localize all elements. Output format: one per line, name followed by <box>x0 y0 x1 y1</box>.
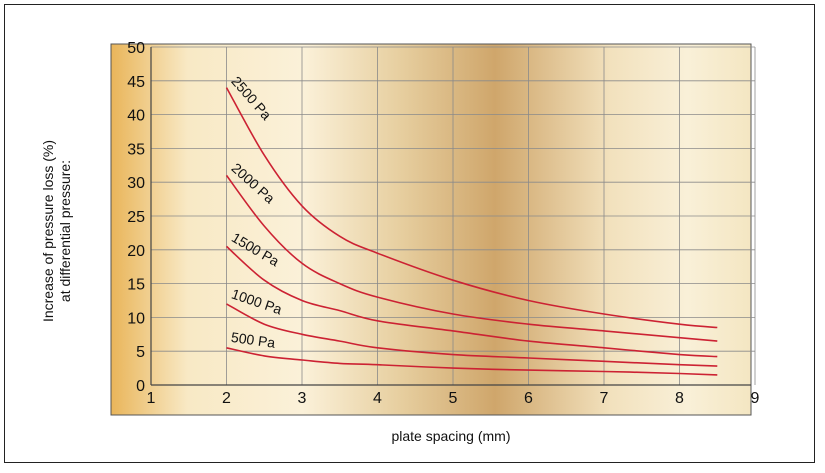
y-tick-label: 0 <box>136 378 145 395</box>
x-tick-label: 7 <box>600 390 609 407</box>
y-tick-label: 35 <box>127 141 145 158</box>
series-curves <box>225 87 718 376</box>
y-tick-label: 50 <box>127 40 145 57</box>
y-tick-label: 5 <box>136 344 145 361</box>
x-axis-title: plate spacing (mm) <box>391 428 510 444</box>
y-tick-label: 10 <box>127 310 145 327</box>
x-tick-label: 9 <box>751 390 760 407</box>
x-tick-label: 4 <box>373 390 382 407</box>
y-tick-label: 30 <box>127 175 145 192</box>
series-curve <box>226 347 718 376</box>
y-tick-label: 25 <box>127 209 145 226</box>
grid <box>151 46 756 385</box>
y-tick-label: 40 <box>127 108 145 125</box>
series-curve <box>225 245 718 358</box>
axes <box>150 47 751 386</box>
y-axis-title-line-1: Increase of pressure loss (%) <box>40 140 56 322</box>
series-curve <box>225 87 718 329</box>
y-tick-label: 20 <box>127 243 145 260</box>
x-tick-label: 8 <box>675 390 684 407</box>
y-tick-label: 45 <box>127 74 145 91</box>
x-tick-label: 3 <box>298 390 307 407</box>
y-tick-label: 15 <box>127 277 145 294</box>
series-curve <box>226 303 718 367</box>
x-tick-label: 1 <box>147 390 156 407</box>
x-tick-label: 5 <box>449 390 458 407</box>
x-tick-label: 2 <box>222 390 231 407</box>
series-curve <box>225 174 718 342</box>
y-axis-title-line-2: at differential pressure: <box>57 160 73 302</box>
series-label: 500 Pa <box>230 329 276 351</box>
chart-frame: 0 5 10 15 20 25 30 35 40 45 50 1 2 3 4 5 6 7 8 9 2500 Pa 200… <box>4 4 815 463</box>
x-tick-label: 6 <box>524 390 533 407</box>
plot-area <box>110 43 752 416</box>
